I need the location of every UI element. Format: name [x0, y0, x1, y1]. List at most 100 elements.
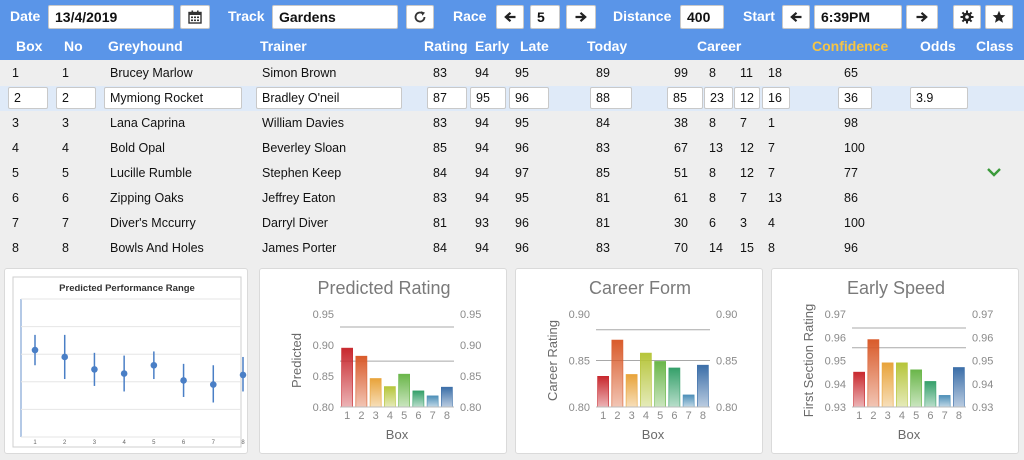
header-odds[interactable]: Odds: [920, 38, 956, 54]
cell-no: 8: [62, 241, 69, 255]
cell-box[interactable]: 2: [8, 87, 48, 109]
prev-race-button[interactable]: [496, 5, 524, 29]
cell-career[interactable]: 85: [667, 87, 703, 109]
table-row[interactable]: 1 1 Brucey Marlow Simon Brown 83 94 95 89 99 8 11 1…: [0, 61, 1024, 86]
cell-rating[interactable]: 87: [427, 87, 467, 109]
chart-frame: [12, 276, 242, 448]
x-tick-label: 6: [415, 410, 421, 422]
gear-icon: [960, 10, 974, 24]
cell-late: 95: [515, 66, 529, 80]
table-row[interactable]: 5 5 Lucille Rumble Stephen Keep 84 94 97 85 51 8 1…: [0, 161, 1024, 186]
favorite-button[interactable]: [985, 5, 1013, 29]
cell-odds[interactable]: 3.9: [910, 87, 968, 109]
early-speed-chart: Early Speed 0.93 0.93 0.94 0.94 0.95 0.95 0.96 0…: [801, 278, 993, 442]
header-class[interactable]: Class: [976, 38, 1014, 54]
x-tick-label: 2: [870, 410, 876, 422]
predicted-rating-chart: Predicted Rating 0.80 0.80 0.85 0.85 0.90 0.90…: [289, 278, 481, 442]
cell-career-1[interactable]: 23: [704, 87, 733, 109]
header-rating[interactable]: Rating: [424, 38, 468, 54]
y-tick-label-right: 0.80: [716, 402, 737, 414]
arrow-left-icon: [790, 11, 802, 23]
bar: [938, 395, 951, 408]
track-field[interactable]: Gardens: [272, 5, 398, 29]
y-tick-label: 0.80: [313, 402, 334, 414]
cell-no: 6: [62, 191, 69, 205]
cell-no: 7: [62, 216, 69, 230]
cell-today[interactable]: 88: [590, 87, 632, 109]
table-row[interactable]: 8 8 Bowls And Holes James Porter 84 94 96 83 70 1…: [0, 236, 1024, 261]
x-tick-label: 1: [856, 410, 862, 422]
cell-no: 5: [62, 166, 69, 180]
cell-confidence: 100: [844, 216, 865, 230]
header-late[interactable]: Late: [520, 38, 549, 54]
cell-early: 94: [475, 166, 489, 180]
cell-confidence: 96: [844, 241, 858, 255]
cell-box: 8: [12, 241, 19, 255]
header-early[interactable]: Early: [475, 38, 510, 54]
arrow-right-icon: [575, 11, 587, 23]
header-today[interactable]: Today: [587, 38, 628, 54]
cell-career-3[interactable]: 16: [762, 87, 790, 109]
date-field[interactable]: 13/4/2019: [48, 5, 174, 29]
table-row[interactable]: 7 7 Diver's Mccurry Darryl Diver 81 93 96 81 30 6…: [0, 211, 1024, 236]
next-race-button[interactable]: [566, 5, 596, 29]
y-tick-label: 0.97: [825, 309, 846, 321]
distance-field[interactable]: 400: [680, 5, 724, 29]
header-no[interactable]: No: [64, 38, 83, 54]
x-tick-label: 2: [614, 410, 620, 422]
y-tick-label: 0.80: [569, 402, 590, 414]
table-row[interactable]: 2 2 Mymiong Rocket Bradley O'neil 87 95 96 88 85…: [0, 86, 1024, 111]
chevron-down-icon[interactable]: [986, 165, 1002, 179]
cell-early[interactable]: 95: [470, 87, 506, 109]
cell-rating: 83: [433, 116, 447, 130]
y-tick-label: 0.95: [313, 309, 334, 321]
cell-career: 61: [674, 191, 688, 205]
header-box[interactable]: Box: [16, 38, 43, 54]
chart-title: Predicted Performance Range: [59, 283, 195, 294]
data-point: [31, 346, 39, 354]
bar: [697, 364, 709, 408]
cell-no[interactable]: 2: [56, 87, 96, 109]
cell-trainer: Simon Brown: [262, 66, 337, 80]
cell-today: 89: [596, 66, 610, 80]
refresh-button[interactable]: [406, 5, 434, 29]
prev-start-button[interactable]: [782, 5, 810, 29]
bar: [384, 386, 396, 408]
race-field[interactable]: 5: [530, 5, 560, 29]
cell-trainer[interactable]: Bradley O'neil: [256, 87, 402, 109]
x-tick-label: 7: [212, 440, 216, 446]
cell-trainer: Stephen Keep: [262, 166, 342, 180]
cell-confidence[interactable]: 36: [838, 87, 872, 109]
y-tick-label-right: 0.95: [460, 309, 481, 321]
next-start-button[interactable]: [906, 5, 938, 29]
x-tick-label: 7: [430, 410, 436, 422]
y-tick-label-right: 0.90: [460, 340, 481, 352]
cell-career-2[interactable]: 12: [734, 87, 760, 109]
bar: [355, 355, 368, 408]
table-row[interactable]: 3 3 Lana Caprina William Davies 83 94 95 84 38 8 7…: [0, 111, 1024, 136]
cell-late[interactable]: 96: [509, 87, 549, 109]
table-row[interactable]: 4 4 Bold Opal Beverley Sloan 85 94 96 83 67 13 12 7…: [0, 136, 1024, 161]
header-career[interactable]: Career: [697, 38, 742, 54]
bar: [654, 361, 666, 408]
header-confidence[interactable]: Confidence: [812, 38, 889, 54]
bar: [625, 374, 638, 408]
star-icon: [992, 10, 1006, 23]
start-time-field[interactable]: 6:39PM: [814, 5, 902, 29]
cell-greyhound[interactable]: Mymiong Rocket: [104, 87, 242, 109]
cell-confidence: 98: [844, 116, 858, 130]
y-tick-label-right: 0.80: [460, 402, 481, 414]
cell-today: 84: [596, 116, 610, 130]
cell-box: 3: [12, 116, 19, 130]
header-greyhound[interactable]: Greyhound: [108, 38, 183, 54]
calendar-button[interactable]: [180, 5, 210, 29]
early-speed-panel: Early Speed 0.93 0.93 0.94 0.94 0.95 0.95 0.96 0…: [771, 268, 1019, 454]
table-row[interactable]: 6 6 Zipping Oaks Jeffrey Eaton 83 94 95 81 61 8 7 1…: [0, 186, 1024, 211]
bar: [853, 371, 865, 408]
y-axis-label: First Section Rating: [801, 304, 816, 417]
settings-button[interactable]: [953, 5, 981, 29]
career-form-chart: Career Form 0.80 0.80 0.85 0.85 0.90 0.90 1 2 3 4 5…: [545, 278, 737, 442]
data-point: [239, 371, 247, 379]
header-trainer[interactable]: Trainer: [260, 38, 307, 54]
data-point: [61, 353, 69, 361]
